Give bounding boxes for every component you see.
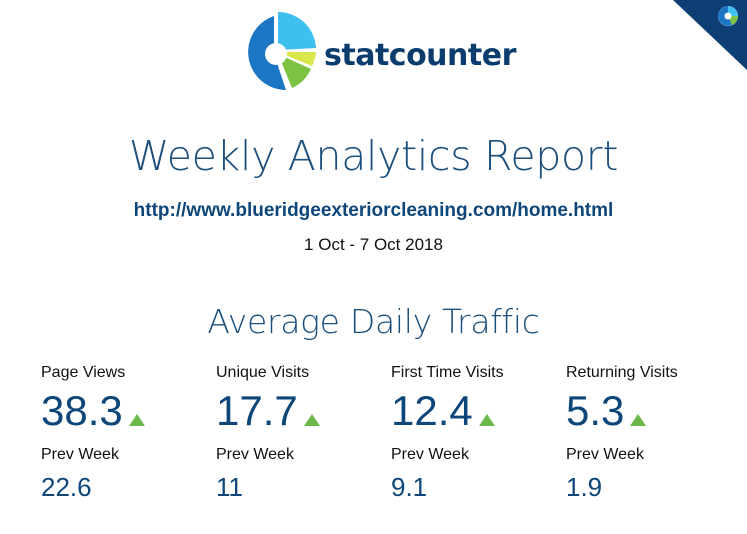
statcounter-corner-icon[interactable]: [673, 0, 747, 70]
prev-week-label: Prev Week: [41, 446, 119, 463]
trend-up-icon: [478, 414, 495, 426]
trend-up-icon: [128, 414, 145, 426]
metric-label: Unique Visits: [216, 364, 310, 381]
prev-week-label: Prev Week: [216, 446, 294, 463]
prev-week-value: 9.1: [391, 472, 428, 502]
metrics-row: Page Views 38.3 Prev Week 22.6 Unique Vi…: [41, 364, 741, 504]
prev-week-label: Prev Week: [566, 446, 644, 463]
report-title: Weekly Analytics Report: [128, 132, 619, 180]
metric-value: 38.3: [41, 387, 123, 434]
trend-up-icon: [303, 414, 320, 426]
prev-week-label: Prev Week: [391, 446, 469, 463]
date-range: 1 Oct - 7 Oct 2018: [304, 235, 443, 254]
metric-unique-visits: Unique Visits 17.7 Prev Week 11: [216, 364, 386, 503]
statcounter-logo[interactable]: statcounter: [234, 12, 516, 96]
brand-name: statcounter: [324, 37, 516, 73]
metric-label: First Time Visits: [391, 364, 504, 381]
metric-label: Returning Visits: [566, 364, 678, 381]
metric-value: 17.7: [216, 387, 298, 434]
site-url-link[interactable]: http://www.blueridgeexteriorcleaning.com…: [133, 200, 614, 221]
metric-returning-visits: Returning Visits 5.3 Prev Week 1.9: [566, 364, 736, 503]
metric-page-views: Page Views 38.3 Prev Week 22.6: [41, 364, 211, 503]
section-title: Average Daily Traffic: [207, 302, 540, 341]
metric-label: Page Views: [41, 364, 126, 381]
trend-up-icon: [630, 414, 647, 426]
metric-value: 12.4: [391, 387, 473, 434]
prev-week-value: 11: [216, 472, 243, 502]
prev-week-value: 22.6: [41, 472, 92, 502]
prev-week-value: 1.9: [566, 472, 603, 502]
statcounter-logo-icon: [248, 12, 316, 90]
metric-value: 5.3: [566, 387, 625, 434]
metric-first-time-visits: First Time Visits 12.4 Prev Week 9.1: [391, 364, 561, 503]
